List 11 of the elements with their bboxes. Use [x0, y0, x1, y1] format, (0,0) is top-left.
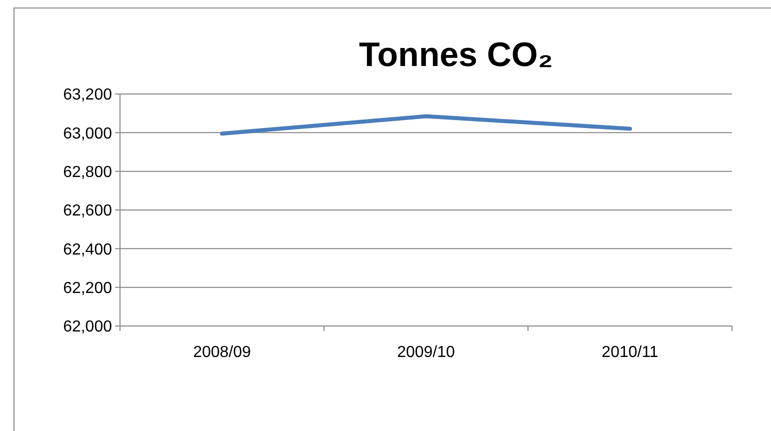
y-tick-label: 62,600 — [63, 202, 112, 220]
y-tick-label: 62,000 — [63, 318, 112, 336]
chart-title: Tonnes CO₂ — [359, 36, 553, 74]
y-tick-label: 62,400 — [63, 241, 112, 258]
x-tick-label: 2010/11 — [602, 344, 658, 361]
x-tick-label: 2009/10 — [397, 344, 456, 361]
x-tick-label: 2008/09 — [193, 344, 252, 361]
y-tick-label: 63,000 — [63, 125, 112, 142]
y-tick-label: 62,800 — [63, 164, 112, 181]
y-tick-label: 63,200 — [63, 86, 112, 104]
y-tick-label: 62,200 — [63, 280, 112, 297]
